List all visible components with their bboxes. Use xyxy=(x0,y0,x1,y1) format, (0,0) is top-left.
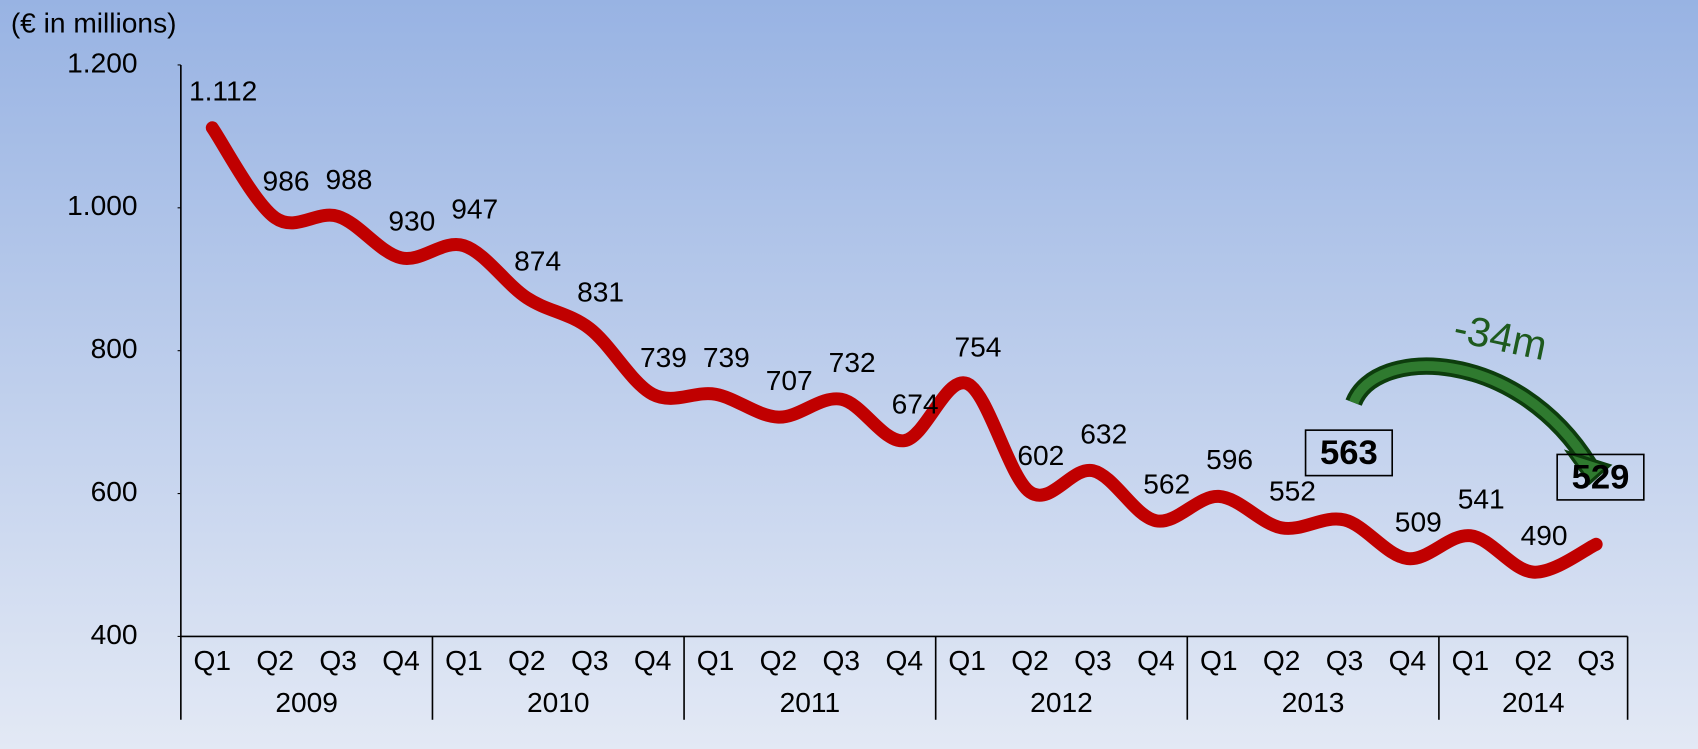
x-tick-label: Q1 xyxy=(194,645,232,676)
value-label: 754 xyxy=(954,331,1001,362)
value-label: 563 xyxy=(1320,434,1378,472)
value-label: 552 xyxy=(1269,476,1316,507)
x-tick-label: Q2 xyxy=(508,645,546,676)
x-tick-label: Q3 xyxy=(1577,645,1615,676)
value-label: 831 xyxy=(577,276,624,307)
x-tick-label: Q2 xyxy=(1263,645,1301,676)
x-tick-label: Q1 xyxy=(1452,645,1490,676)
x-tick-label: Q4 xyxy=(885,645,923,676)
x-tick-label: Q1 xyxy=(697,645,735,676)
value-label: 602 xyxy=(1017,440,1064,471)
value-label: 632 xyxy=(1080,419,1127,450)
value-label: 930 xyxy=(388,206,435,237)
value-label: 739 xyxy=(640,342,687,373)
value-label: 739 xyxy=(703,342,750,373)
value-label: 988 xyxy=(325,164,372,195)
value-label: 490 xyxy=(1521,520,1568,551)
x-tick-label: Q1 xyxy=(948,645,986,676)
x-tick-label: Q3 xyxy=(1326,645,1364,676)
x-tick-label: Q4 xyxy=(634,645,672,676)
value-label: 1.112 xyxy=(189,76,257,107)
y-axis-label: (€ in millions) xyxy=(11,7,177,38)
y-tick-label: 400 xyxy=(91,619,138,650)
x-tick-label: Q3 xyxy=(823,645,861,676)
x-tick-label: Q4 xyxy=(1389,645,1427,676)
line xyxy=(205,121,1603,579)
x-tick-label: Q3 xyxy=(571,645,609,676)
value-label: 947 xyxy=(451,193,498,224)
value-label: 562 xyxy=(1143,469,1190,500)
arrow-body xyxy=(1349,361,1594,468)
value-label: 986 xyxy=(263,166,310,197)
x-tick-label: Q4 xyxy=(382,645,420,676)
x-tick-label: Q2 xyxy=(760,645,798,676)
value-label: 596 xyxy=(1206,444,1253,475)
value-label: 874 xyxy=(514,246,561,277)
x-tick-label: Q4 xyxy=(1137,645,1175,676)
x-tick-label: Q2 xyxy=(1514,645,1552,676)
value-label: 541 xyxy=(1458,484,1505,515)
x-group-label: 2014 xyxy=(1502,687,1565,718)
x-tick-label: Q3 xyxy=(319,645,357,676)
arrow-head xyxy=(1563,449,1613,486)
x-tick-label: Q2 xyxy=(1011,645,1049,676)
highlight-box xyxy=(1556,453,1645,501)
y-tick-label: 600 xyxy=(91,476,138,507)
x-group-label: 2011 xyxy=(780,687,840,718)
highlight-box xyxy=(1304,429,1394,477)
x-group-label: 2010 xyxy=(527,687,590,718)
y-tick-label: 800 xyxy=(91,333,138,364)
x-group-label: 2013 xyxy=(1282,687,1345,718)
x-group-label: 2009 xyxy=(275,687,338,718)
value-label: 529 xyxy=(1572,458,1630,496)
x-tick-label: Q2 xyxy=(256,645,294,676)
value-label: 509 xyxy=(1395,506,1442,537)
y-tick-label: 1.200 xyxy=(67,47,137,78)
x-tick-label: Q3 xyxy=(1074,645,1112,676)
x-tick-label: Q1 xyxy=(445,645,483,676)
x-tick-label: Q1 xyxy=(1200,645,1238,676)
value-label: 732 xyxy=(829,347,876,378)
value-label: 707 xyxy=(766,365,813,396)
x-group-label: 2012 xyxy=(1030,687,1093,718)
value-label: 674 xyxy=(892,389,939,420)
y-tick-label: 1.000 xyxy=(67,190,137,221)
